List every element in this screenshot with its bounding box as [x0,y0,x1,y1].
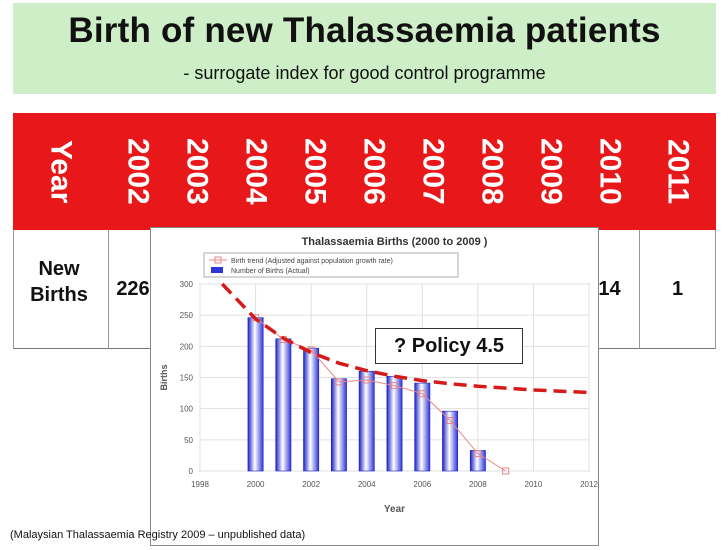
policy-callout: ? Policy 4.5 [375,328,523,364]
y-tick-label: 100 [180,405,194,414]
y-tick-label: 300 [180,280,194,289]
cell-2002-value: 226 [116,278,150,300]
header-year-2010: 2010 [593,138,627,205]
header-year-cell: 2009 [521,113,580,230]
x-tick-label: 2004 [358,480,376,489]
table-divider [108,230,109,349]
births-bar [275,338,292,472]
legend-bar-swatch [211,267,223,273]
table-divider [13,230,14,349]
header-year-2004: 2004 [239,138,273,205]
x-tick-label: 2002 [302,480,320,489]
births-bar [442,410,459,472]
page-subtitle: - surrogate index for good control progr… [183,63,546,83]
header-year-cell: 2007 [403,113,462,230]
header-year-2006: 2006 [357,138,391,205]
births-bar [386,375,403,472]
birth-trend-marker [474,450,482,458]
table-header-row: Year 2002 2003 2004 2005 2006 2007 2008 … [13,113,716,230]
y-tick-label: 250 [180,311,194,320]
y-tick-label: 150 [180,374,194,383]
births-chart: Thalassaemia Births (2000 to 2009 ) 1998 2… [159,236,598,515]
y-axis-label: Births [159,364,169,390]
header-year-cell: 2004 [226,113,285,230]
title-banner: Birth of new Thalassaemia patients - sur… [13,3,716,94]
header-year-2007: 2007 [416,138,450,205]
header-year-2011: 2011 [661,138,695,205]
page-title: Birth of new Thalassaemia patients [68,11,661,50]
header-year-cell: 2011 [639,113,716,230]
births-bar [330,378,347,472]
header-year-2009: 2009 [534,138,568,205]
source-note: (Malaysian Thalassaemia Registry 2009 – … [10,529,306,541]
birth-trend-line [255,317,506,472]
birth-trend-marker [446,417,454,425]
header-year-cell: 2005 [285,113,344,230]
y-tick-label: 0 [189,467,194,476]
x-tick-label: 2012 [580,480,598,489]
x-tick-label: 1998 [191,480,209,489]
header-year-2005: 2005 [298,138,332,205]
births-bar [358,370,375,472]
cell-2011-value: 1 [671,278,684,300]
policy-trend-curve [220,282,590,395]
header-year-2002: 2002 [121,138,155,205]
header-year-cell: 2010 [580,113,639,230]
x-tick-label: 2008 [469,480,487,489]
x-tick-label: 2006 [413,480,431,489]
x-axis-label: Year [384,504,405,515]
cell-2010-value: 14 [598,278,621,300]
header-year-label: Year [44,139,78,204]
birth-trend-marker [363,376,371,384]
table-divider [715,230,716,349]
header-year-2003: 2003 [180,138,214,205]
header-year-cell: 2002 [108,113,167,230]
table-divider [639,230,640,349]
birth-trend-marker [418,390,426,398]
birth-trend-marker [391,382,398,390]
x-tick-label: 2010 [525,480,543,489]
legend-bar-label: Number of Births (Actual) [231,268,310,275]
header-year-cell: 2003 [167,113,226,230]
birth-trend-marker [335,378,343,386]
header-year-cell: Year [13,113,108,230]
y-tick-label: 200 [180,342,194,351]
births-chart-panel: Thalassaemia Births (2000 to 2009 ) 1998 2… [150,227,599,546]
header-year-cell: 2008 [462,113,521,230]
births-bar [247,317,264,472]
births-bar [303,347,320,472]
legend-trend-swatch-marker [214,256,222,264]
chart-legend [203,252,459,278]
row-label-new-births: New Births [30,258,88,306]
y-tick-label: 50 [184,436,193,445]
x-tick-label: 2000 [247,480,265,489]
births-bar [414,382,431,472]
header-year-2008: 2008 [475,138,509,205]
header-year-cell: 2006 [344,113,403,230]
birth-trend-marker [502,467,510,475]
chart-title: Thalassaemia Births (2000 to 2009 ) [302,236,488,248]
legend-trend-label: Birth trend (Adjusted against population… [231,258,393,265]
